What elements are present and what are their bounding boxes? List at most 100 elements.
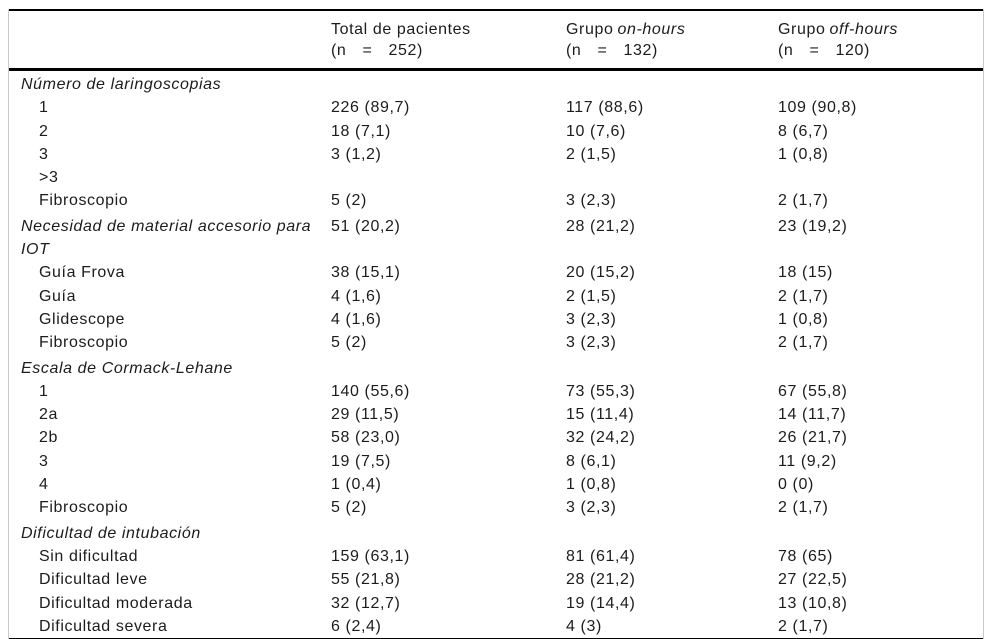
table-row: >3 xyxy=(9,166,983,189)
section-value-cell: 51 (20,2) xyxy=(331,217,401,235)
row-label: Fibroscopio xyxy=(39,499,129,517)
value-cell: 29 (11,5) xyxy=(331,406,400,424)
table-row: Dificultad leve 55 (21,8) 28 (21,2) 27 (22,… xyxy=(9,568,983,591)
section-value-cell xyxy=(566,70,778,97)
value-cell: 117 (88,6) xyxy=(566,99,644,117)
table-row: 1 226 (89,7) 117 (88,6) 109 (90,8) xyxy=(9,96,983,119)
section-value-cell: 28 (21,2) xyxy=(566,217,636,235)
value-cell: 13 (10,8) xyxy=(778,594,848,612)
header-text-italic: off-hours xyxy=(829,21,899,38)
row-label: Dificultad severa xyxy=(39,617,168,635)
table-row: 4 1 (0,4) 1 (0,8) 0 (0) xyxy=(9,473,983,496)
section-value-cell xyxy=(331,355,566,380)
row-label: 3 xyxy=(39,452,49,470)
header-n-on-hours: (n = 132) xyxy=(566,42,658,59)
section-value-cell xyxy=(331,520,566,545)
value-cell: 55 (21,8) xyxy=(331,571,401,589)
header-cell-empty xyxy=(9,10,331,71)
value-cell: 26 (21,7) xyxy=(778,429,848,447)
value-cell: 38 (15,1) xyxy=(331,264,401,282)
value-cell: 4 (3) xyxy=(566,617,602,635)
table-row: Sin dificultad 159 (63,1) 81 (61,4) 78 (65) xyxy=(9,545,983,568)
value-cell: 2 (1,7) xyxy=(778,499,829,517)
value-cell xyxy=(566,166,778,189)
row-label: Fibroscopio xyxy=(39,334,129,352)
value-cell: 11 (9,2) xyxy=(778,452,837,470)
value-cell: 27 (22,5) xyxy=(778,571,848,589)
value-cell: 4 (1,6) xyxy=(331,310,382,328)
value-cell: 8 (6,1) xyxy=(566,452,617,470)
section-value-cell xyxy=(778,70,983,97)
patient-outcomes-table: Total de pacientes (n = 252) Grupo on-hou… xyxy=(9,9,983,639)
section-title: Dificultad de intubación xyxy=(21,524,201,542)
row-label: 1 xyxy=(39,382,49,400)
header-row: Total de pacientes (n = 252) Grupo on-hou… xyxy=(9,10,983,71)
value-cell: 3 (2,3) xyxy=(566,334,617,352)
header-text: Grupo xyxy=(566,21,614,38)
row-label: Sin dificultad xyxy=(39,547,139,565)
value-cell: 28 (21,2) xyxy=(566,571,636,589)
section-title: Necesidad de material accesorio para IOT xyxy=(21,217,312,259)
row-label: >3 xyxy=(39,169,59,187)
value-cell: 10 (7,6) xyxy=(566,122,626,140)
header-cell-total: Total de pacientes (n = 252) xyxy=(331,10,566,71)
table-row: Fibroscopio 5 (2) 3 (2,3) 2 (1,7) xyxy=(9,496,983,519)
value-cell: 14 (11,7) xyxy=(778,406,847,424)
value-cell: 19 (14,4) xyxy=(566,594,636,612)
value-cell: 159 (63,1) xyxy=(331,547,410,565)
value-cell: 18 (15) xyxy=(778,264,833,282)
table-row: Dificultad severa 6 (2,4) 4 (3) 2 (1,7) xyxy=(9,615,983,639)
row-label: Fibroscopio xyxy=(39,192,129,210)
table-row: Glidescope 4 (1,6) 3 (2,3) 1 (0,8) xyxy=(9,308,983,331)
value-cell: 15 (11,4) xyxy=(566,406,635,424)
value-cell xyxy=(331,166,566,189)
header-cell-on-hours: Grupo on-hours (n = 132) xyxy=(566,10,778,71)
table-row: Dificultad moderada 32 (12,7) 19 (14,4) 13 … xyxy=(9,592,983,615)
value-cell xyxy=(778,166,983,189)
table-frame: Total de pacientes (n = 252) Grupo on-hou… xyxy=(8,9,984,639)
row-label: Guía Frova xyxy=(39,264,126,282)
table-row: Guía 4 (1,6) 2 (1,5) 2 (1,7) xyxy=(9,285,983,308)
section-value-cell xyxy=(331,70,566,97)
value-cell: 18 (7,1) xyxy=(331,122,391,140)
value-cell: 2 (1,7) xyxy=(778,334,829,352)
table-header: Total de pacientes (n = 252) Grupo on-hou… xyxy=(9,10,983,71)
value-cell: 1 (0,8) xyxy=(566,476,617,494)
value-cell: 2 (1,7) xyxy=(778,617,829,635)
value-cell: 5 (2) xyxy=(331,499,367,517)
value-cell: 2 (1,7) xyxy=(778,287,829,305)
value-cell: 0 (0) xyxy=(778,476,814,494)
value-cell: 3 (2,3) xyxy=(566,310,617,328)
table-row: Fibroscopio 5 (2) 3 (2,3) 2 (1,7) xyxy=(9,331,983,354)
value-cell: 81 (61,4) xyxy=(566,547,636,565)
value-cell: 19 (7,5) xyxy=(331,452,391,470)
header-title-total: Total de pacientes xyxy=(331,19,566,40)
value-cell: 2 (1,5) xyxy=(566,287,617,305)
row-label: 2a xyxy=(39,406,58,424)
value-cell: 6 (2,4) xyxy=(331,617,382,635)
value-cell: 226 (89,7) xyxy=(331,99,410,117)
row-label: 3 xyxy=(39,145,49,163)
value-cell: 3 (2,3) xyxy=(566,499,617,517)
value-cell: 3 (1,2) xyxy=(331,145,382,163)
value-cell: 4 (1,6) xyxy=(331,287,382,305)
table-row: 2a 29 (11,5) 15 (11,4) 14 (11,7) xyxy=(9,403,983,426)
row-label: 2b xyxy=(39,429,58,447)
row-label: 4 xyxy=(39,476,49,494)
value-cell: 78 (65) xyxy=(778,547,833,565)
header-text: Grupo xyxy=(778,21,826,38)
section-row: Dificultad de intubación xyxy=(9,520,983,545)
row-label: Glidescope xyxy=(39,310,126,328)
table-row: 3 3 (1,2) 2 (1,5) 1 (0,8) xyxy=(9,143,983,166)
table-body: Número de laringoscopias 1 226 (89,7) 117 (… xyxy=(9,70,983,639)
value-cell: 109 (90,8) xyxy=(778,99,857,117)
section-title: Escala de Cormack-Lehane xyxy=(21,359,233,377)
value-cell: 58 (23,0) xyxy=(331,429,401,447)
header-n-total: (n = 252) xyxy=(331,42,423,59)
table-row: 2b 58 (23,0) 32 (24,2) 26 (21,7) xyxy=(9,426,983,449)
value-cell: 2 (1,7) xyxy=(778,192,829,210)
header-title-off-hours: Grupo off-hours xyxy=(778,19,983,40)
section-value-cell xyxy=(566,520,778,545)
table-row: 3 19 (7,5) 8 (6,1) 11 (9,2) xyxy=(9,450,983,473)
header-n-off-hours: (n = 120) xyxy=(778,42,870,59)
